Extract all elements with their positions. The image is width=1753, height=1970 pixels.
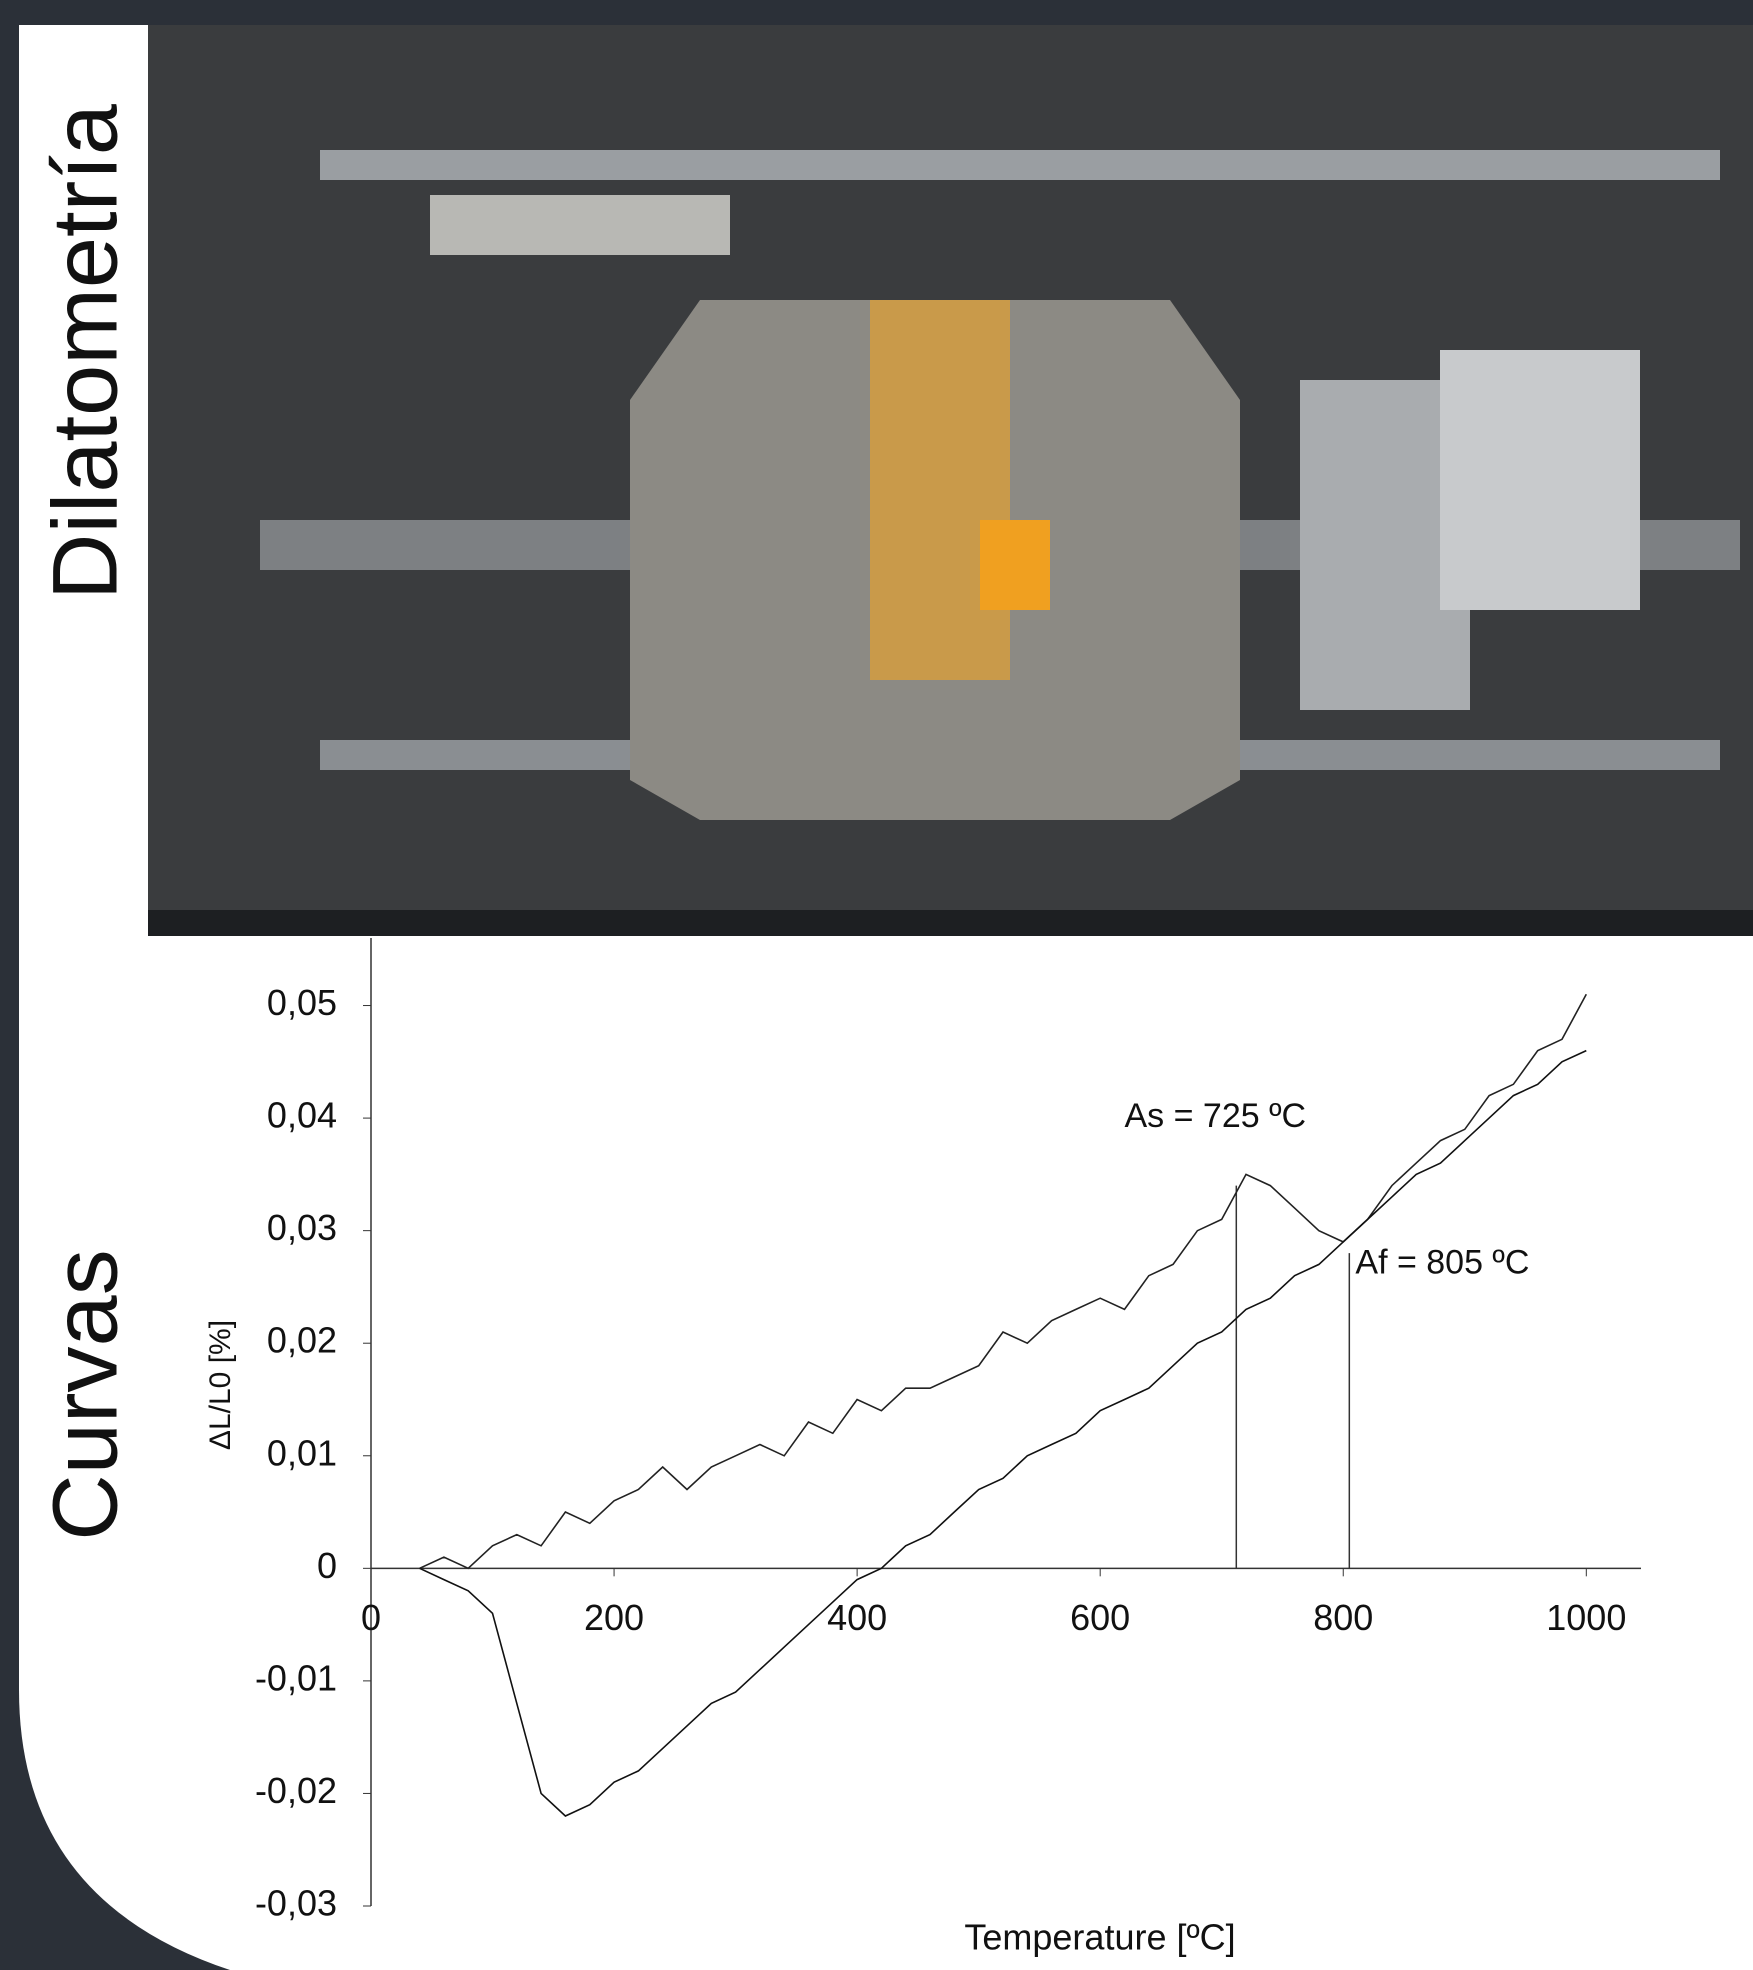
y-tick-label: -0,03 [255, 1883, 337, 1924]
x-tick-label: 400 [827, 1597, 887, 1638]
x-tick-label: 600 [1070, 1597, 1130, 1638]
x-tick-label: 1000 [1546, 1597, 1626, 1638]
y-tick-label: 0,04 [267, 1095, 337, 1136]
annotation: Af = 805 ºC [1355, 1243, 1529, 1281]
x-tick-label: 800 [1313, 1597, 1373, 1638]
y-tick-label: -0,02 [255, 1770, 337, 1811]
y-tick-label: -0,01 [255, 1657, 337, 1698]
y-tick-label: 0,01 [267, 1432, 337, 1473]
annotation: As = 725 ºC [1124, 1097, 1306, 1135]
photo [148, 25, 1753, 936]
x-tick-label: 0 [361, 1597, 381, 1638]
x-tick-label: 200 [584, 1597, 644, 1638]
y-axis-label: ΔL/L0 [%] [204, 1320, 237, 1450]
chart-title: Curvas [34, 1249, 136, 1540]
x-axis-label: Temperature [ºC] [964, 1917, 1235, 1958]
y-tick-label: 0,02 [267, 1320, 337, 1361]
photo-title: Dilatometría [34, 103, 136, 600]
y-tick-label: 0,03 [267, 1207, 337, 1248]
y-tick-label: 0,05 [267, 982, 337, 1023]
slide: Dilatometría Curvas ΔL/L0 [%] Temperatur… [0, 0, 1753, 1970]
y-tick-label: 0 [317, 1545, 337, 1586]
